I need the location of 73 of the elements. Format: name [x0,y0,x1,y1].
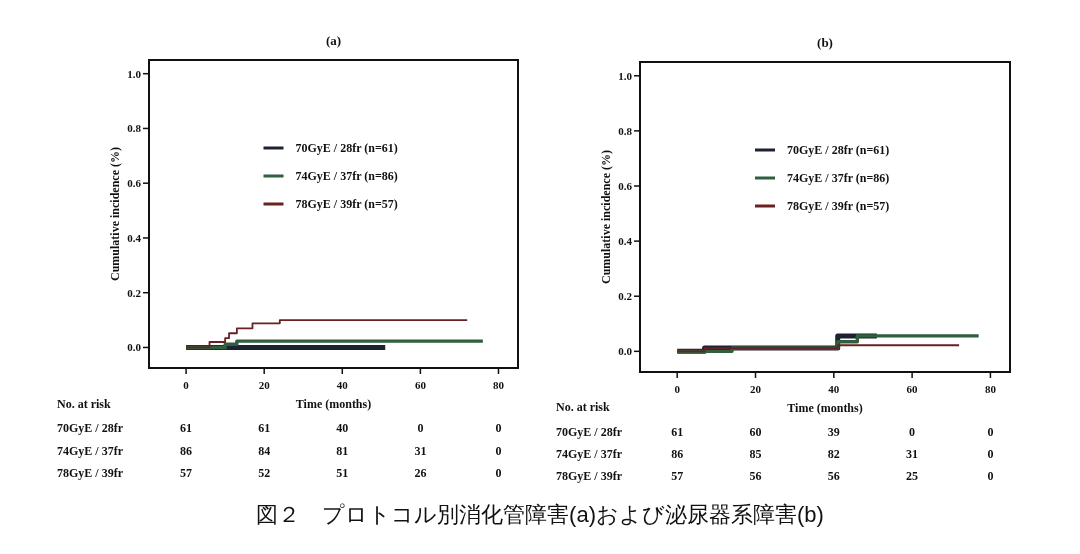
x-tick-label: 40 [336,379,349,391]
text: 0 [495,444,502,458]
legend-label: 74GyE / 37fr (n=86) [787,171,890,185]
y-tick-label: 0.2 [127,286,142,299]
text: 78GyE / 39fr [556,469,623,483]
text: 70GyE / 28fr [57,421,124,435]
text: 57 [671,469,684,483]
text: 26 [414,466,427,480]
y-tick-label: 1.0 [618,69,633,82]
legend-label: 70GyE / 28fr (n=61) [787,143,890,157]
chart-title: (a) [325,33,342,48]
text: 82 [827,447,840,461]
text: 39 [827,425,840,439]
text: 25 [906,469,919,483]
text: 61 [180,421,193,435]
y-tick-label: 0.0 [127,341,142,354]
y-tick-label: 0.0 [618,345,633,358]
x-tick-label: 60 [414,379,427,391]
y-tick-label: 1.0 [127,67,142,80]
x-tick-label: 80 [984,383,997,395]
y-tick-label: 0.8 [618,124,633,137]
x-tick-label: 60 [906,383,919,395]
x-axis-title: Time (months) [787,401,863,415]
text: 40 [336,421,349,435]
text: 0 [909,425,916,439]
chart-title: (b) [817,35,833,50]
text: 52 [258,466,271,480]
text: 31 [414,444,427,458]
text: No. at risk [57,397,111,411]
x-tick-label: 20 [258,379,271,391]
text: 0 [495,466,502,480]
x-axis-title: Time (months) [295,397,372,411]
x-tick-label: 40 [828,383,840,395]
text: 0 [987,469,994,483]
text: 0 [417,421,424,435]
y-tick-label: 0.4 [127,231,142,244]
caption: 図２ プロトコル別消化管障害(a)および泌尿器系障害(b) [256,502,824,527]
text: 81 [336,444,349,458]
y-axis-title: Cumulative incidence (%) [599,150,613,284]
text: 70GyE / 28fr [556,425,623,439]
text: 56 [749,469,762,483]
text: 57 [180,466,193,480]
text: 0 [987,447,994,461]
text: 78GyE / 39fr [57,466,124,480]
legend-label: 74GyE / 37fr (n=86) [295,169,398,183]
y-tick-label: 0.4 [618,235,633,248]
text: 51 [336,466,349,480]
legend-label: 70GyE / 28fr (n=61) [295,141,398,155]
text: No. at risk [556,400,610,414]
x-tick-label: 80 [492,379,505,391]
text: 0 [987,425,994,439]
text: 60 [749,425,762,439]
text: 84 [258,444,271,458]
text: 31 [906,447,919,461]
legend-label: 78GyE / 39fr (n=57) [787,199,890,213]
text: 74GyE / 37fr [57,444,124,458]
y-tick-label: 0.8 [127,122,142,135]
legend-label: 78GyE / 39fr (n=57) [295,197,398,211]
y-tick-label: 0.6 [127,177,142,190]
text: 0 [495,421,502,435]
text: 61 [258,421,271,435]
x-tick-label: 0 [183,379,190,391]
text: 61 [671,425,684,439]
text: 74GyE / 37fr [556,447,623,461]
text: 85 [749,447,762,461]
y-tick-label: 0.2 [618,290,633,303]
y-axis-title: Cumulative incidence (%) [108,147,122,281]
y-tick-label: 0.6 [618,180,633,192]
text: 56 [827,469,840,483]
text: 86 [671,447,684,461]
x-tick-label: 20 [750,383,762,395]
x-tick-label: 0 [674,383,681,395]
text: 86 [180,444,193,458]
